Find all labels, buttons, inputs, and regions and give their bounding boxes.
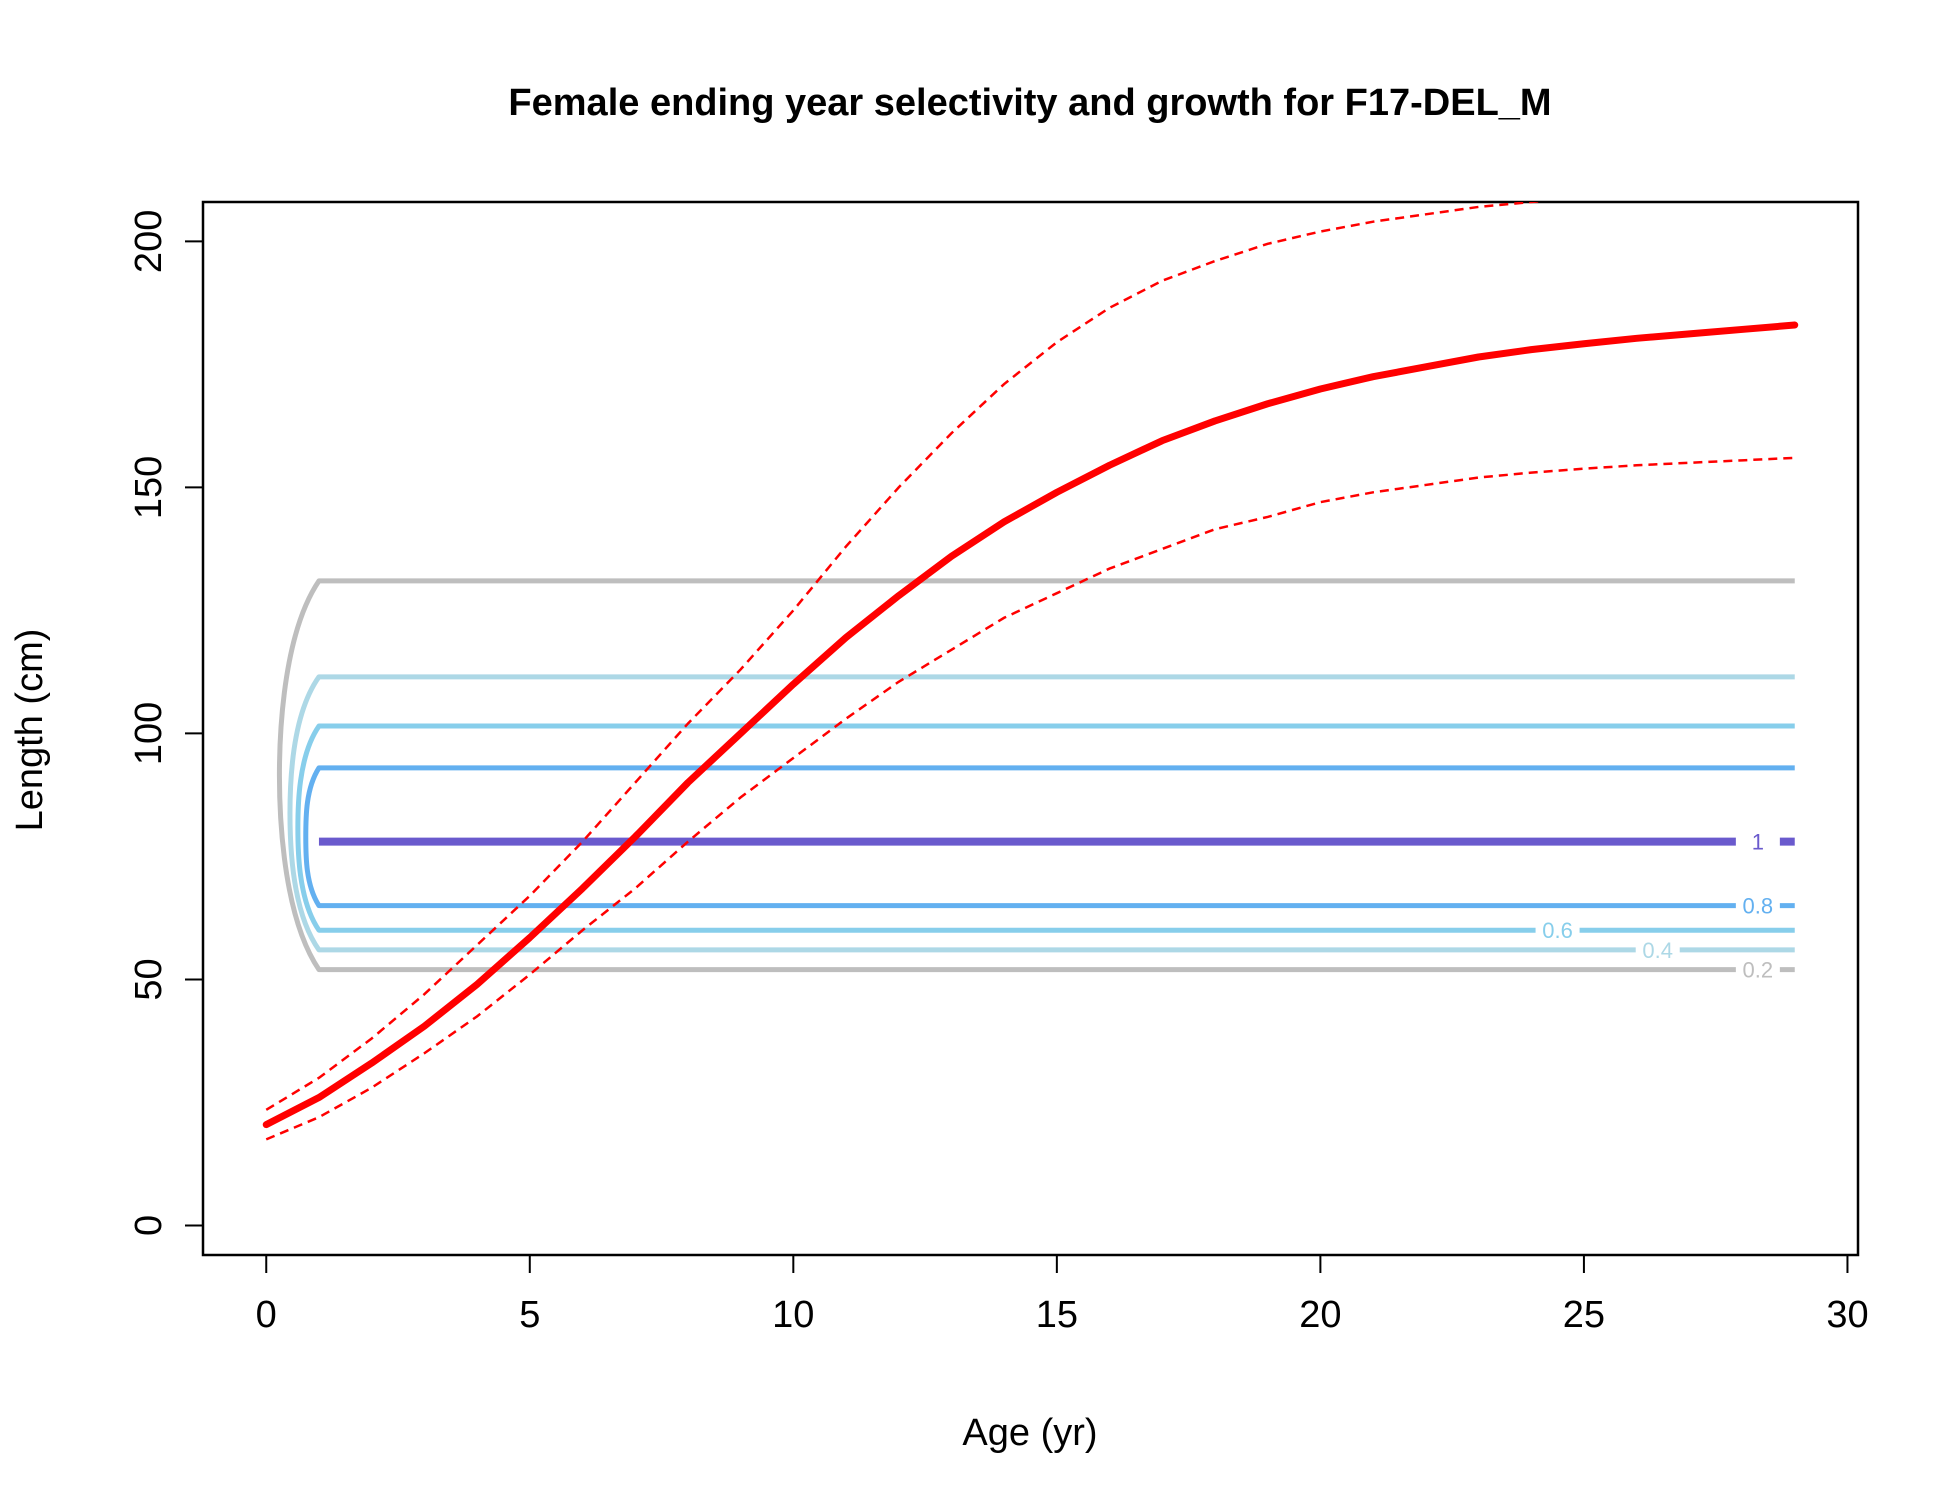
contour-label-0.2: 0.2	[1743, 958, 1774, 983]
growth-curves	[262, 202, 1799, 1141]
contour-label-0.8: 0.8	[1743, 894, 1774, 919]
contour-line-0.8	[303, 765, 1795, 909]
y-tick-label: 200	[128, 210, 170, 273]
growth-mean-line	[262, 321, 1799, 1129]
contour-label-1: 1	[1752, 830, 1764, 855]
x-tick-label: 5	[519, 1294, 540, 1336]
contour-line-0.2	[276, 578, 1795, 973]
contour-label-gap	[1735, 827, 1780, 856]
y-axis-label: Length (cm)	[9, 629, 51, 832]
contour-label-gap	[1735, 891, 1780, 920]
x-axis: 0 5 10 15 20 25 30	[256, 1254, 1869, 1336]
y-axis: 0 50 100 150 200	[128, 210, 204, 1236]
y-tick-label: 0	[128, 1215, 170, 1236]
x-tick-label: 30	[1826, 1294, 1868, 1336]
x-tick-label: 25	[1563, 1294, 1605, 1336]
chart-title: Female ending year selectivity and growt…	[508, 82, 1551, 124]
contour-label-gap	[1735, 955, 1780, 984]
y-tick-label: 50	[128, 958, 170, 1000]
y-tick-label: 100	[128, 702, 170, 765]
contour-label-0.4: 0.4	[1642, 938, 1673, 963]
contour-label-0.6: 0.6	[1542, 918, 1573, 943]
x-tick-label: 20	[1299, 1294, 1341, 1336]
x-tick-label: 15	[1036, 1294, 1078, 1336]
growth-upper-bound-line	[265, 202, 1545, 1111]
contour-line-0.4	[287, 674, 1795, 953]
x-tick-label: 10	[772, 1294, 814, 1336]
growth-lower-bound-line	[265, 456, 1795, 1141]
selectivity-contours: 0.2 0.4 0.6 0.8 1	[276, 578, 1795, 984]
contour-line-0.6	[295, 723, 1795, 933]
y-tick-label: 150	[128, 456, 170, 519]
x-axis-label: Age (yr)	[962, 1412, 1097, 1454]
contour-label-gap	[1635, 935, 1680, 964]
contour-label-gap	[1535, 916, 1580, 945]
x-tick-label: 0	[256, 1294, 277, 1336]
